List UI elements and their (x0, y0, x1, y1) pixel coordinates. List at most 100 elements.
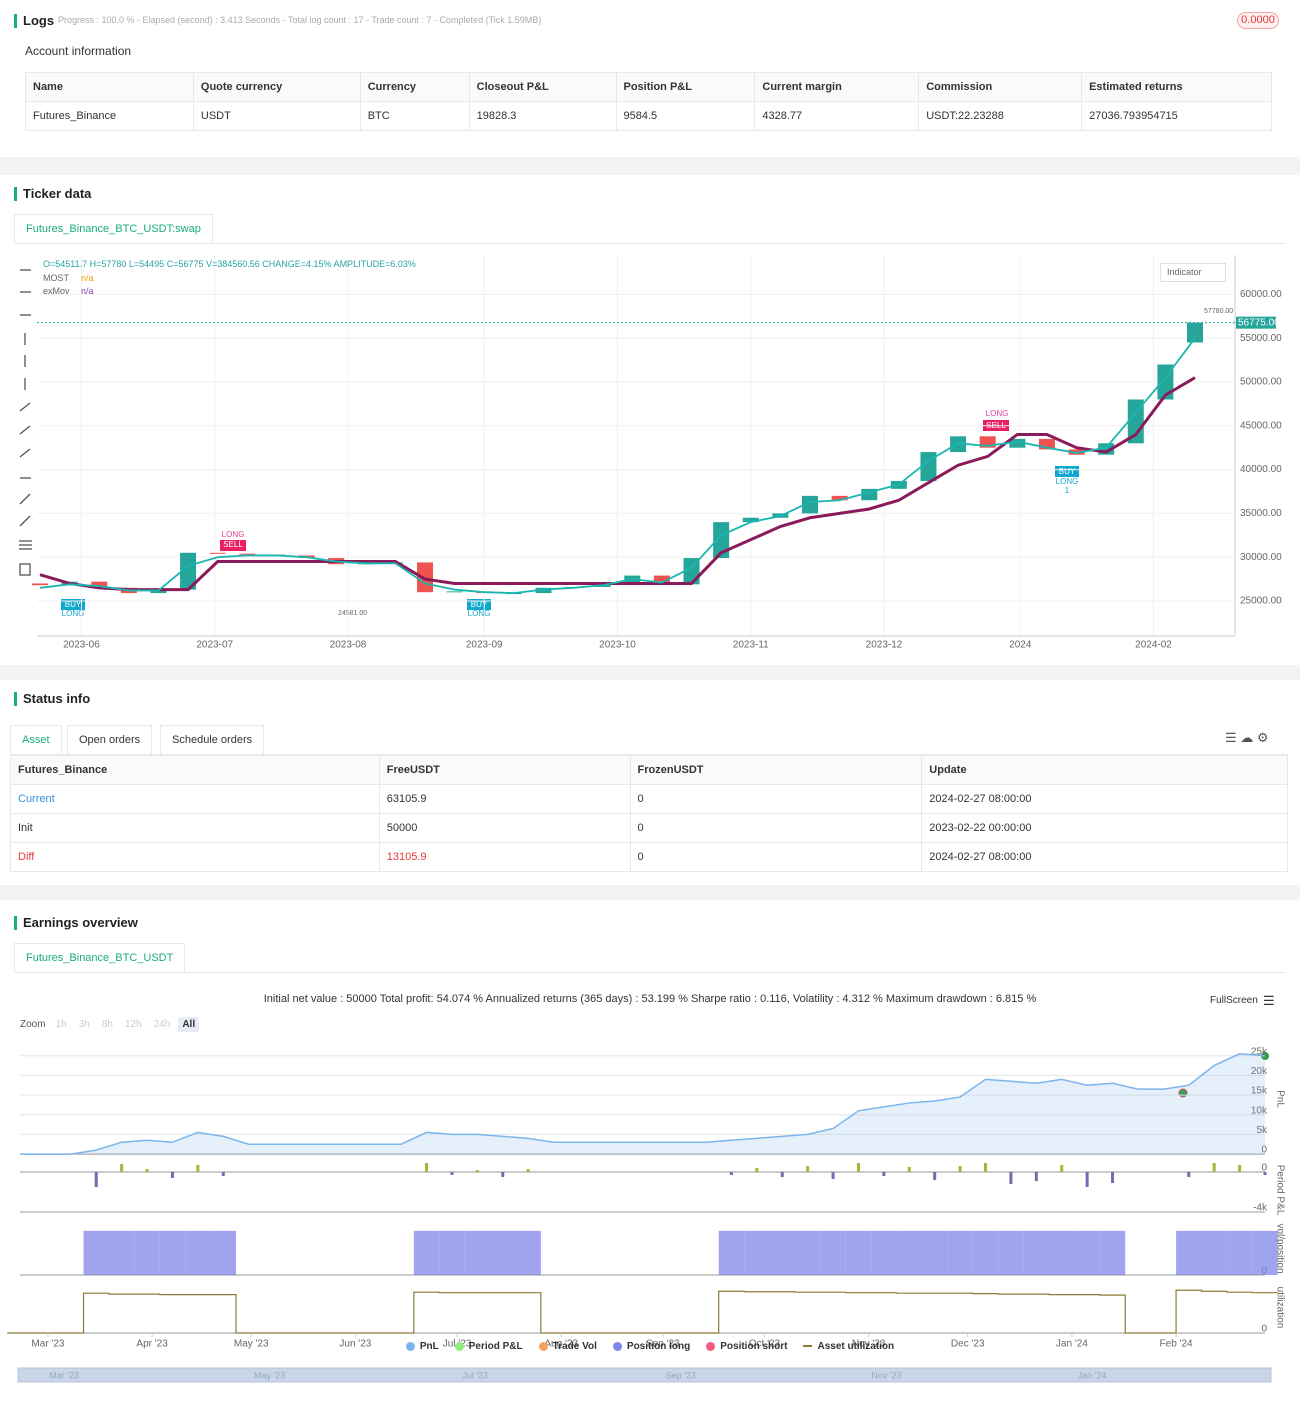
x-tick-label: 2023-07 (196, 640, 233, 651)
logs-title: Logs (14, 14, 54, 28)
bar (1111, 1172, 1115, 1183)
bar (196, 1165, 200, 1172)
x-tick-label: Jun '23 (339, 1339, 371, 1350)
table-cell: Futures_Binance (25, 101, 194, 131)
tab[interactable]: Open orders (67, 725, 153, 754)
high-label: 57780.00 (1204, 308, 1233, 315)
candle (1098, 443, 1115, 455)
position-block (972, 1230, 999, 1275)
legend-swatch (454, 1341, 464, 1351)
y-tick-label: 0 (1261, 1145, 1267, 1156)
x-tick-label: 2023-09 (466, 640, 503, 651)
line-series (39, 376, 1196, 592)
drawing-toolbar[interactable] (19, 269, 32, 576)
position-block (1201, 1230, 1227, 1275)
x-tick-label: May '23 (234, 1339, 269, 1350)
header-row: Name Quote currency Currency Closeout P&L Po… (25, 72, 1272, 102)
position-block (185, 1230, 211, 1275)
x-tick-label: Dec '23 (951, 1339, 985, 1350)
zoom-button[interactable]: 12h (124, 1019, 142, 1030)
position-block (108, 1230, 135, 1275)
column-header: FrozenUSDT (629, 755, 923, 785)
x-tick-label: 2023-12 (866, 640, 903, 651)
table-cell: 50000 (378, 813, 631, 843)
marker: LONG (468, 609, 491, 618)
y-tick-label: 0 (1261, 1324, 1267, 1335)
column-header: Update (921, 755, 1288, 785)
axis-title: vol/position (1274, 1223, 1285, 1273)
ohlc: O=54511.7 H=57780 L=54495 C=56775 V=3845… (43, 259, 416, 269)
candle (91, 581, 108, 588)
marker: BUY (1059, 467, 1076, 476)
earnings-tab[interactable]: Futures_Binance_BTC_USDT (14, 943, 186, 972)
x-tick-label: 2023-10 (599, 640, 636, 651)
candle (979, 436, 996, 448)
legend-item[interactable]: Position short (706, 1341, 787, 1352)
legend-name: MOST (43, 273, 69, 283)
position-block (820, 1230, 846, 1275)
badge: 0.0000 (1237, 12, 1279, 29)
indicator-button[interactable]: Indicator (1160, 263, 1226, 282)
navigator (17, 1367, 1272, 1383)
table-cell: Current (10, 784, 380, 814)
zoom-button[interactable]: 8h (101, 1019, 113, 1030)
y-tick-label: 55000.00 (1240, 333, 1282, 344)
table-cell: USDT:22.23288 (918, 101, 1083, 131)
navigator-label: Jan '24 (1078, 1370, 1107, 1380)
y-tick-label: 30000.00 (1240, 552, 1282, 563)
candle (1127, 399, 1144, 444)
tab[interactable]: Schedule orders (160, 725, 265, 754)
table-cell: Init (10, 813, 380, 843)
position-block (1252, 1230, 1278, 1275)
bar (729, 1172, 733, 1175)
zoom-button[interactable]: 3h (78, 1019, 90, 1030)
tab-line (10, 754, 1288, 755)
x-tick-label: Nov '23 (852, 1339, 886, 1350)
position-block (1176, 1230, 1202, 1275)
candle (1038, 438, 1055, 450)
x-tick-label: 2024 (1009, 640, 1032, 651)
legend-item[interactable]: Trade Vol (538, 1341, 597, 1352)
legend-value: n/a (81, 286, 94, 296)
legend-item[interactable]: PnL (405, 1341, 439, 1352)
legend-item[interactable]: Position long (612, 1341, 690, 1352)
marker: SELL (223, 540, 243, 549)
bar (450, 1172, 454, 1175)
table-row: Init 50000 0 2023-02-22 00:00:00 (10, 813, 1288, 843)
ticker-tab[interactable]: Futures_Binance_BTC_USDT:swap (14, 214, 213, 243)
x-tick-label: Oct '23 (749, 1339, 781, 1350)
bar (145, 1169, 149, 1172)
legend-item[interactable]: Asset utilization (803, 1341, 894, 1352)
table-cell: Diff (10, 842, 380, 872)
zoom-button[interactable]: 1h (55, 1019, 67, 1030)
column-header: Name (25, 72, 194, 102)
trade-markers: BUY LONG LONG SELL BUY LONG LONG SELL BU… (61, 308, 1233, 618)
column-header: Current margin (754, 72, 920, 102)
tab[interactable]: Asset (10, 725, 62, 754)
candle (180, 552, 197, 590)
zoom-button[interactable]: 24h (153, 1019, 171, 1030)
x-tick-label: 2024-02 (1135, 640, 1172, 651)
table-cell: 19828.3 (468, 101, 617, 131)
legend-value: n/a (81, 273, 94, 283)
bar (425, 1163, 429, 1172)
line (20, 1053, 1266, 1155)
y-tick-label: 40000.00 (1240, 464, 1282, 475)
candle (713, 522, 730, 559)
toolbar-icons[interactable]: ☰ ☁ ⚙ (1225, 730, 1269, 745)
position-block (1049, 1230, 1075, 1275)
fullscreen[interactable]: FullScreen (1210, 995, 1258, 1006)
bar (933, 1172, 937, 1180)
ticker-title: Ticker data (14, 187, 91, 201)
table-cell: 13105.9 (378, 842, 631, 872)
y-tick-label: 50000.00 (1240, 377, 1282, 388)
header-row: Futures_Binance FreeUSDT FrozenUSDT Update (10, 755, 1288, 785)
zoom-button[interactable]: All (178, 1017, 200, 1032)
menu-icon[interactable]: ☰ (1263, 993, 1275, 1008)
legend-item[interactable]: Period P&L (454, 1341, 523, 1352)
legend-swatch (803, 1345, 813, 1348)
candle (1187, 322, 1203, 343)
separator (0, 157, 1300, 175)
bar (755, 1168, 759, 1172)
